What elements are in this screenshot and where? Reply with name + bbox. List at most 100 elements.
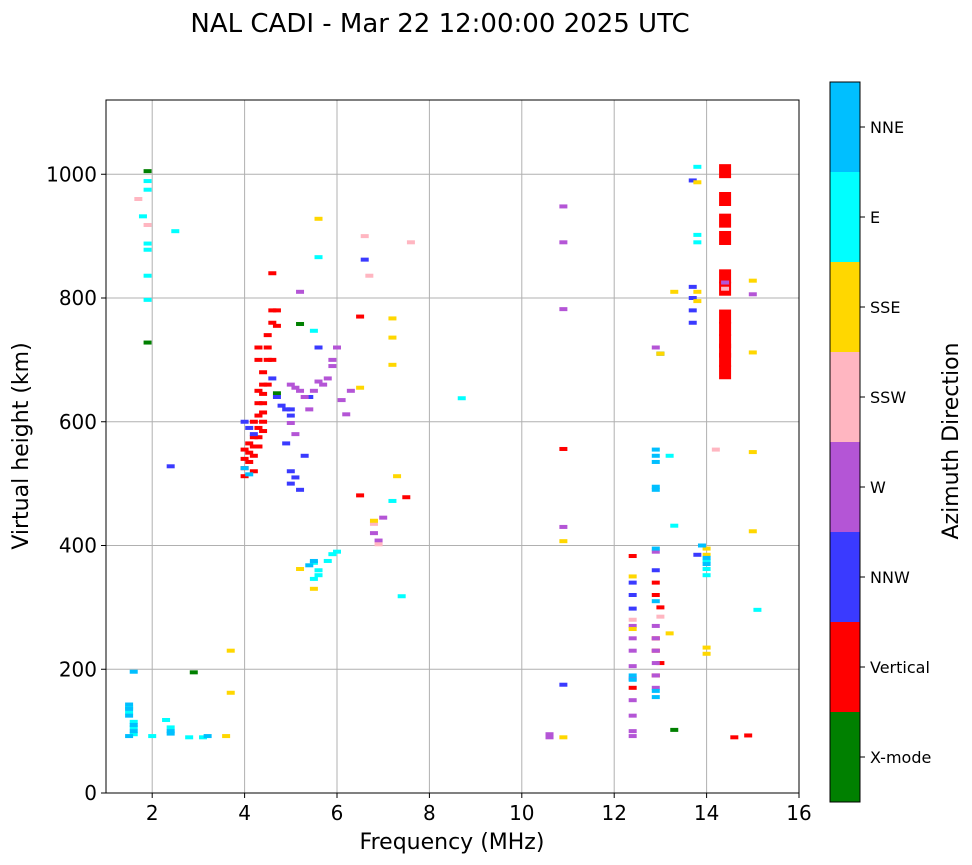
data-point — [628, 648, 637, 653]
x-tick-label: 10 — [509, 801, 534, 825]
data-point — [254, 401, 263, 406]
data-point — [314, 345, 323, 350]
data-point — [272, 395, 281, 399]
data-point — [719, 352, 732, 367]
colorbar-tick-label: E — [870, 208, 880, 227]
chart-title: NAL CADI - Mar 22 12:00:00 2025 UTC — [190, 9, 689, 39]
series-vertical — [240, 164, 753, 740]
data-point — [245, 425, 254, 430]
data-point — [245, 441, 254, 446]
data-point — [143, 273, 152, 278]
y-tick-label: 400 — [59, 534, 97, 558]
data-point — [286, 469, 295, 474]
data-point — [365, 273, 374, 278]
data-point — [702, 645, 711, 650]
colorbar-segment — [830, 622, 860, 712]
data-point — [249, 432, 258, 437]
data-point — [559, 307, 568, 312]
data-point — [744, 733, 753, 738]
colorbar-segment — [830, 712, 860, 802]
data-point — [305, 563, 314, 568]
data-point — [697, 543, 706, 548]
y-tick-label: 600 — [59, 410, 97, 434]
data-point — [628, 673, 637, 678]
data-point — [240, 447, 249, 452]
data-point — [651, 695, 660, 700]
data-point — [651, 447, 660, 452]
data-point — [665, 453, 674, 458]
data-point — [651, 484, 660, 489]
grid-lines — [106, 100, 800, 794]
data-point — [254, 388, 263, 393]
series-x-mode — [143, 169, 679, 732]
data-point — [254, 444, 263, 449]
data-point — [291, 432, 300, 437]
data-point — [254, 357, 263, 362]
data-point — [651, 599, 660, 604]
data-point — [245, 472, 254, 477]
y-tick-label: 0 — [84, 781, 97, 805]
data-point — [559, 240, 568, 245]
x-tick-label: 6 — [331, 801, 344, 825]
colorbar-segment — [830, 262, 860, 352]
x-tick-label: 2 — [146, 801, 159, 825]
data-point — [651, 623, 660, 628]
data-point — [702, 573, 711, 578]
data-point — [309, 558, 318, 563]
series-e — [125, 164, 762, 740]
data-point — [328, 552, 337, 557]
data-point — [245, 450, 254, 455]
x-tick-label: 14 — [694, 801, 719, 825]
data-point — [719, 309, 732, 324]
data-point — [291, 385, 300, 390]
data-point — [628, 617, 637, 622]
data-point — [328, 357, 337, 362]
data-point — [369, 531, 378, 536]
series-nnw — [166, 178, 702, 687]
data-points — [125, 164, 762, 740]
data-point — [670, 727, 679, 732]
data-point — [559, 524, 568, 529]
data-point — [702, 567, 711, 572]
data-point — [226, 690, 235, 695]
x-axis-ticks: 2 4 6 8 10 12 14 16 — [146, 793, 812, 825]
x-tick-label: 12 — [601, 801, 626, 825]
data-point — [143, 241, 152, 246]
data-point — [651, 673, 660, 678]
data-point — [259, 370, 268, 375]
data-point — [688, 308, 697, 313]
data-point — [693, 180, 702, 185]
data-point — [268, 271, 277, 276]
data-point — [628, 729, 637, 734]
colorbar-tick-label: Vertical — [870, 658, 930, 677]
data-point — [388, 362, 397, 367]
data-point — [309, 328, 318, 333]
data-point — [143, 187, 152, 192]
data-point — [129, 732, 138, 737]
data-point — [388, 335, 397, 340]
data-point — [719, 365, 732, 380]
data-point — [254, 425, 263, 430]
data-point — [388, 316, 397, 321]
data-point — [693, 289, 702, 294]
data-point — [545, 732, 554, 737]
data-point — [259, 401, 268, 406]
data-point — [719, 192, 732, 206]
data-point — [748, 350, 757, 355]
data-point — [314, 216, 323, 221]
colorbar-segment — [830, 532, 860, 622]
data-point — [406, 240, 415, 245]
series-ssw — [134, 197, 730, 622]
colorbar-tick-label: SSE — [870, 298, 900, 317]
data-point — [397, 594, 406, 599]
y-tick-label: 1000 — [46, 162, 97, 186]
data-point — [125, 702, 134, 707]
colorbar-frame — [829, 81, 861, 803]
data-point — [702, 562, 711, 567]
data-point — [259, 429, 268, 434]
data-point — [748, 529, 757, 534]
data-point — [374, 538, 383, 543]
data-point — [719, 230, 732, 245]
data-point — [143, 179, 152, 184]
